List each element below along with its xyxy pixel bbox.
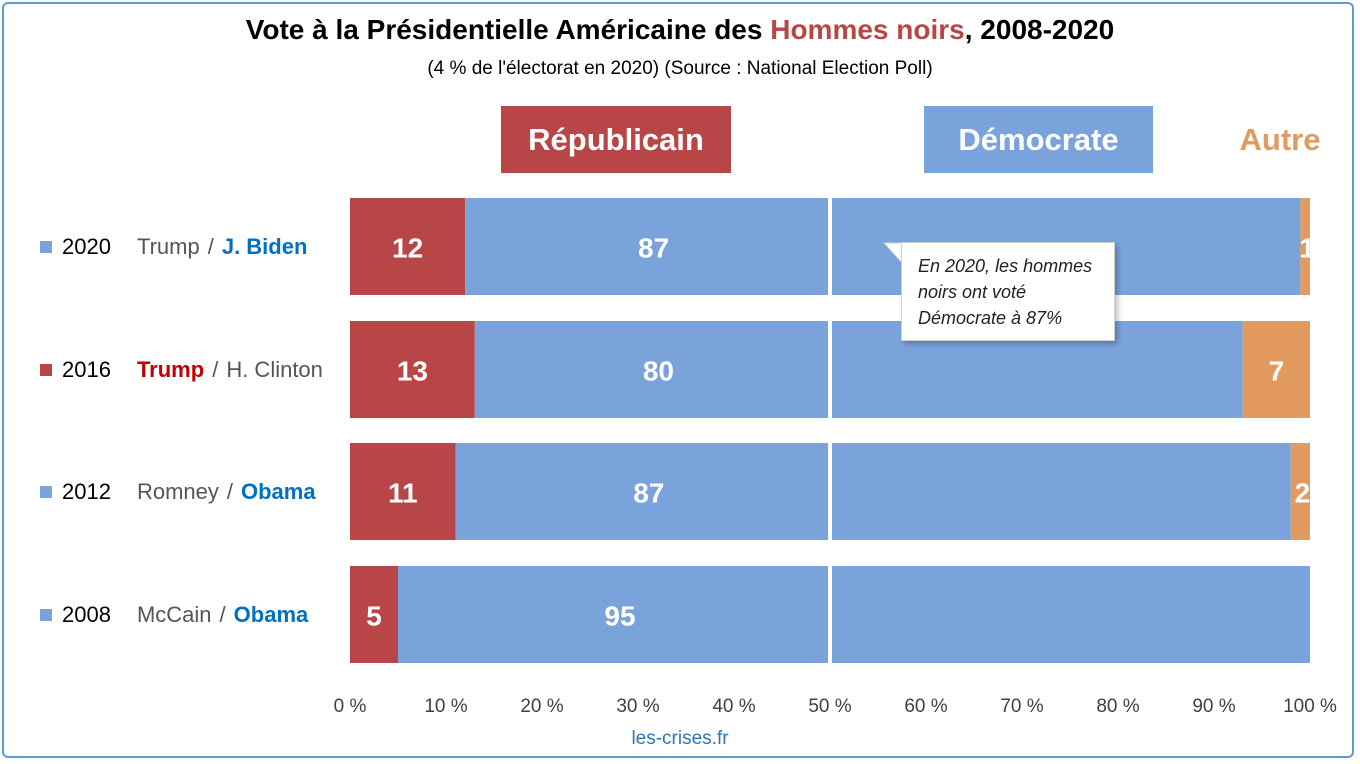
row-year: 2016	[62, 356, 111, 382]
democrat-candidate: J. Biden	[221, 233, 308, 259]
bar-segment-2012-0	[350, 443, 456, 540]
x-tick-label: 80 %	[1096, 696, 1139, 717]
bar-segment-2008-0	[350, 566, 398, 663]
candidate-separator: /	[219, 601, 226, 627]
header-democrat: Démocrate	[924, 106, 1153, 173]
data-label-2020-2: 1	[1299, 233, 1315, 264]
chart-title: Vote à la Présidentielle Américaine des …	[0, 14, 1360, 46]
callout-line-3: Démocrate à 87%	[918, 308, 1063, 328]
legend-marker	[40, 240, 52, 253]
candidate-separator: /	[212, 356, 219, 382]
x-tick-label: 40 %	[712, 696, 755, 717]
candidate-separator: /	[226, 478, 233, 504]
title-suffix: , 2008-2020	[964, 14, 1115, 45]
data-label-2008-1: 95	[604, 601, 635, 632]
bar-segment-2020-2	[1300, 198, 1310, 295]
legend-marker	[40, 608, 52, 621]
data-label-2016-1: 80	[643, 356, 674, 387]
data-label-2008-0: 5	[366, 601, 382, 632]
annotation-callout: En 2020, les hommes noirs ont voté Démoc…	[901, 242, 1115, 341]
x-tick-label: 10 %	[424, 696, 467, 717]
bar-segment-2016-0	[350, 321, 475, 418]
democrat-candidate: Obama	[241, 478, 316, 504]
callout-line-1: En 2020, les hommes	[918, 256, 1093, 276]
source-footer: les-crises.fr	[631, 728, 729, 749]
title-highlight: Hommes noirs	[770, 14, 965, 45]
row-year: 2012	[62, 478, 111, 504]
data-label-2012-1: 87	[633, 478, 664, 509]
row-year: 2020	[62, 233, 111, 259]
chart-subtitle: (4 % de l'électorat en 2020) (Source : N…	[427, 58, 933, 79]
x-tick-label: 100 %	[1283, 696, 1337, 717]
row-label-2008: 2008 McCain / Obama	[40, 595, 308, 635]
bar-segment-2012-1	[455, 443, 1291, 540]
republican-candidate: Romney	[136, 478, 219, 504]
republican-candidate: Trump	[136, 233, 200, 259]
header-other: Autre	[1239, 121, 1321, 157]
candidate-separator: /	[207, 233, 214, 259]
title-prefix: Vote à la Présidentielle Américaine des	[245, 14, 771, 45]
legend-marker	[40, 485, 52, 498]
data-label-2012-2: 2	[1295, 478, 1311, 509]
democrat-candidate: H. Clinton	[226, 356, 323, 382]
data-label-2016-2: 7	[1269, 356, 1285, 387]
data-label-2012-0: 11	[388, 478, 418, 509]
republican-candidate: Trump	[136, 356, 205, 382]
x-tick-label: 20 %	[520, 696, 563, 717]
democrat-candidate: Obama	[233, 601, 309, 627]
row-label-2012: 2012 Romney / Obama	[40, 472, 316, 512]
callout-line-2: noirs ont voté	[918, 282, 1027, 302]
x-tick-label: 50 %	[808, 696, 851, 717]
legend-marker	[40, 363, 52, 376]
bar-segment-2016-2	[1242, 321, 1310, 418]
bar-segment-2020-0	[350, 198, 466, 295]
x-tick-label: 70 %	[1000, 696, 1043, 717]
bar-segment-2012-2	[1290, 443, 1310, 540]
x-tick-label: 30 %	[616, 696, 659, 717]
x-tick-label: 90 %	[1192, 696, 1235, 717]
row-label-2020: 2020 Trump / J. Biden	[40, 227, 307, 267]
data-label-2020-0: 12	[392, 233, 423, 264]
bar-segment-2020-1	[465, 198, 1301, 295]
row-label-2016: 2016 Trump / H. Clinton	[40, 350, 323, 390]
row-year: 2008	[62, 601, 111, 627]
bar-segment-2008-1	[398, 566, 1310, 663]
republican-candidate: McCain	[136, 601, 212, 627]
header-republican: Républicain	[501, 106, 731, 173]
data-label-2020-1: 87	[638, 233, 669, 264]
x-tick-label: 0 %	[334, 696, 367, 717]
bar-segment-2016-1	[474, 321, 1243, 418]
data-label-2016-0: 13	[397, 356, 428, 387]
x-tick-label: 60 %	[904, 696, 947, 717]
reference-line-50	[828, 198, 832, 663]
